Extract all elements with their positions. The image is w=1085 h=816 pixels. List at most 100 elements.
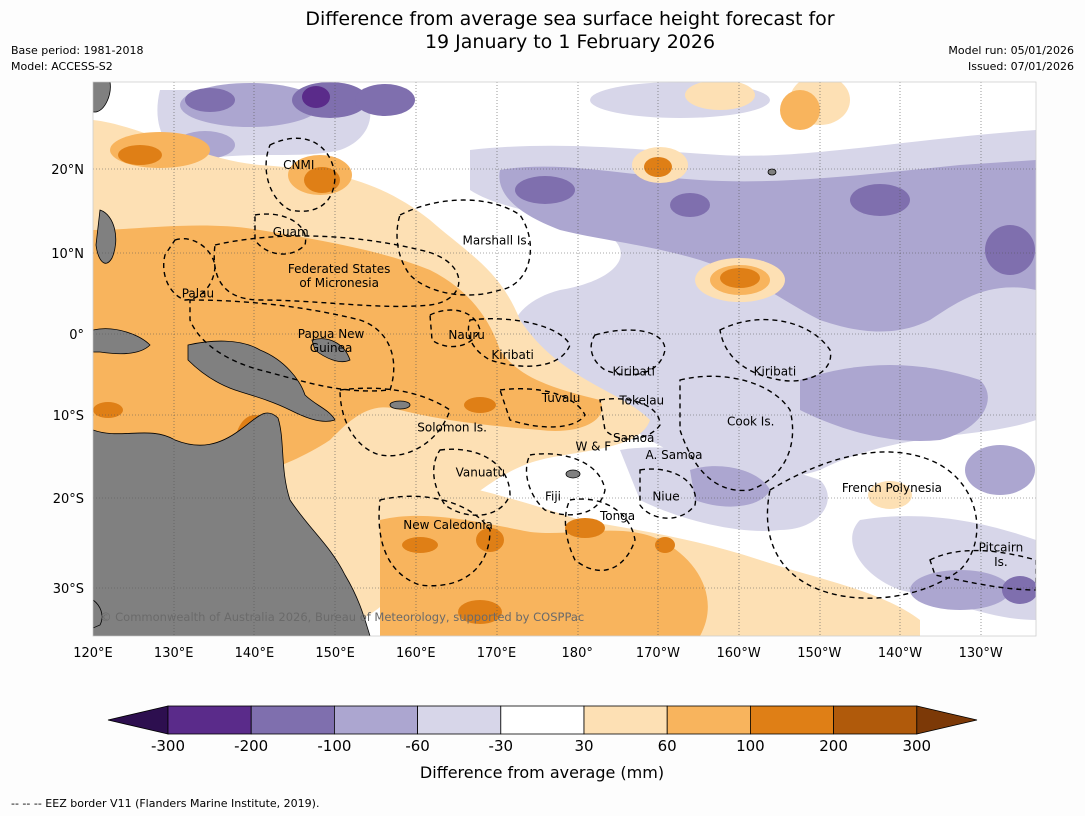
eez-footnote: -- -- -- EEZ border V11 (Flanders Marine…	[11, 797, 320, 810]
colorbar-tick-label: 300	[902, 737, 931, 755]
x-tick-label: 150°W	[797, 646, 841, 661]
australia-landmass	[93, 412, 371, 636]
colorbar-tick-label: -60	[405, 737, 430, 755]
eez-kiribati-west	[467, 318, 571, 367]
new-britain-landmass	[311, 338, 351, 363]
colorbar-extend-low	[107, 705, 169, 735]
y-tick-label: 10°S	[53, 409, 84, 424]
colorbar-tick-label: -30	[489, 737, 514, 755]
place-label: of Micronesia	[299, 276, 379, 290]
model-run-text: Model run: 05/01/2026	[948, 44, 1074, 57]
colorbar-segment	[583, 705, 668, 735]
colorbar-segment	[500, 705, 585, 735]
colorbar-tick-label: 100	[736, 737, 765, 755]
y-axis-ticks: 20°N 10°N 0° 10°S 20°S 30°S	[51, 163, 84, 597]
place-label: Samoa	[613, 431, 654, 445]
map-frame	[92, 81, 1037, 637]
x-tick-label: 150°E	[315, 646, 355, 661]
place-label: Solomon Is.	[417, 420, 487, 434]
place-label: Guam	[273, 225, 309, 239]
solomon-islands-landmass	[389, 400, 411, 410]
x-tick-label: 180°	[562, 646, 593, 661]
colorbar-title: Difference from average (mm)	[420, 763, 664, 782]
new-guinea-landmass	[187, 340, 336, 422]
map-title-line-1: Difference from average sea surface heig…	[305, 8, 835, 30]
colorbar-tick-label: -300	[151, 737, 185, 755]
eez-tokelau	[599, 398, 661, 440]
x-tick-label: 130°E	[154, 646, 194, 661]
colorbar-tick-label: 60	[658, 737, 677, 755]
eez-french-polynesia	[766, 451, 978, 599]
x-tick-label: 120°E	[73, 646, 113, 661]
land	[93, 82, 777, 636]
colorbar-segment	[167, 705, 252, 735]
tasmania-landmass	[93, 599, 103, 629]
anomaly-band-neg-200-300	[302, 86, 330, 108]
colorbar-tick-label: -200	[234, 737, 268, 755]
colorbar-segment	[666, 705, 751, 735]
eez-palau	[163, 238, 216, 301]
x-tick-label: 130°W	[959, 646, 1003, 661]
colorbar-segment	[250, 705, 335, 735]
place-label: Tokelau	[618, 393, 664, 407]
place-label: Kiribati	[491, 348, 533, 362]
place-label: Niue	[652, 489, 679, 503]
place-label: Federated States	[288, 262, 390, 276]
place-label: Kiribati	[754, 364, 796, 378]
sulawesi-landmass	[93, 328, 151, 355]
eez-nauru	[429, 309, 481, 348]
eez-tonga	[564, 498, 636, 571]
meta-left: Base period: 1981-2018 Model: ACCESS-S2	[11, 43, 143, 75]
eez-kiribati-line	[719, 318, 832, 382]
eez-solomon	[339, 387, 451, 457]
eez-fsm	[213, 235, 460, 308]
place-label: W & F	[575, 440, 611, 454]
colorbar-segment	[833, 705, 918, 735]
place-label: Nauru	[448, 328, 484, 342]
colorbar-tick-label: 200	[819, 737, 848, 755]
place-label: Is.	[994, 555, 1008, 569]
x-tick-label: 170°E	[477, 646, 517, 661]
copyright-text: © Commonwealth of Australia 2026, Bureau…	[100, 610, 584, 624]
place-label: CNMI	[283, 158, 314, 172]
eez-pitcairn	[929, 549, 1036, 591]
eez-fiji	[525, 453, 606, 516]
eez-vanuatu	[433, 448, 511, 516]
y-tick-label: 20°N	[51, 163, 84, 178]
fiji-landmass	[565, 469, 581, 479]
x-axis-ticks: 120°E 130°E 140°E 150°E 160°E 170°E 180° 170°W 1…	[73, 646, 1003, 661]
y-tick-label: 20°S	[53, 492, 84, 507]
philippines-landmass	[95, 209, 117, 264]
colorbar-tick-label: 30	[574, 737, 593, 755]
y-tick-label: 0°	[69, 328, 84, 343]
place-label: A. Samoa	[646, 448, 703, 462]
x-tick-label: 160°E	[396, 646, 436, 661]
base-period-text: Base period: 1981-2018	[11, 44, 144, 57]
place-label: Vanuatu	[456, 465, 506, 479]
place-label: Kiribati	[612, 364, 654, 378]
eez-tuvalu	[499, 388, 586, 428]
eez-niue	[639, 468, 697, 519]
colorbar-segment	[750, 705, 835, 735]
place-label: Fiji	[545, 489, 561, 503]
place-label: Papua New	[298, 327, 365, 341]
x-tick-label: 140°E	[235, 646, 275, 661]
colorbar-segment	[417, 705, 502, 735]
colorbar	[107, 705, 978, 735]
map-title-line-2: 19 January to 1 February 2026	[424, 31, 716, 53]
y-tick-label: 30°S	[53, 582, 84, 597]
place-label: Pitcairn	[979, 541, 1024, 555]
colorbar-tick-label: -100	[317, 737, 351, 755]
meta-right: Model run: 05/01/2026 Issued: 07/01/2026	[948, 43, 1074, 75]
anomaly-band-neg-100-200	[185, 82, 1036, 604]
y-tick-label: 10°N	[51, 247, 84, 262]
eez-marshall	[396, 199, 532, 296]
colorbar-segment	[333, 705, 418, 735]
x-tick-label: 140°W	[878, 646, 922, 661]
x-tick-label: 160°W	[717, 646, 761, 661]
place-label: French Polynesia	[842, 481, 942, 495]
eez-new-caledonia	[378, 495, 491, 587]
taiwan-landmass	[93, 82, 111, 113]
colorbar-extend-high	[916, 705, 978, 735]
issued-text: Issued: 07/01/2026	[967, 60, 1074, 73]
